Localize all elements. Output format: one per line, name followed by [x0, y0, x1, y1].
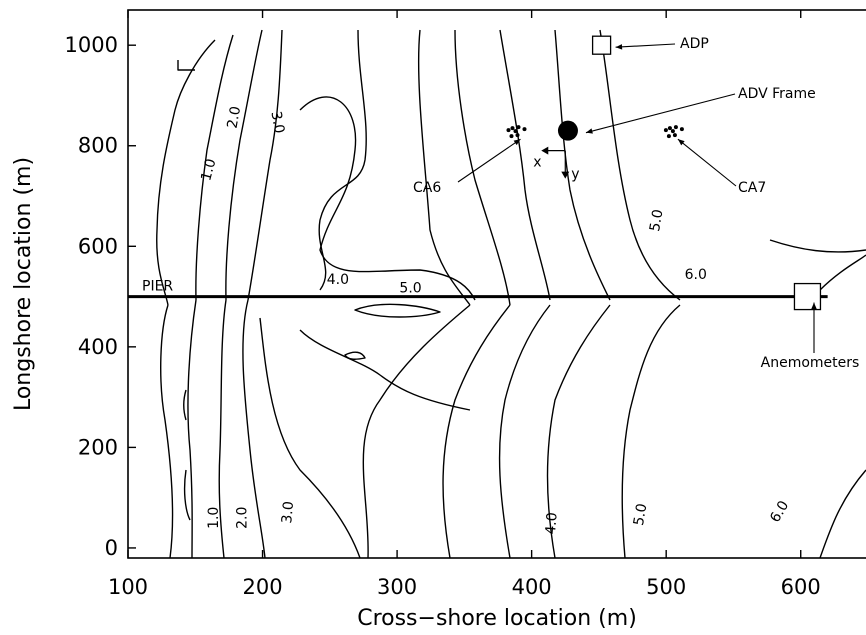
adv-arrow [585, 93, 736, 134]
array-dot [670, 129, 675, 134]
contour-line-1-south [160, 304, 174, 558]
y-tick-label: 400 [78, 335, 118, 359]
pier-label: PIER [142, 279, 173, 295]
contour-line-small-3 [183, 469, 191, 521]
contour-label: 3.0 [267, 110, 287, 135]
array-dot [663, 128, 668, 133]
ca6-arrow-head [513, 139, 521, 146]
instrument-label: CA6 [413, 180, 441, 196]
instrument-label: CA7 [738, 180, 766, 196]
ca7-arrow [677, 138, 737, 187]
y-glyph-label: y [571, 167, 579, 183]
plot-frame [127, 9, 866, 559]
instrument-label: ADV Frame [738, 86, 816, 102]
contour-line-1-north [156, 39, 216, 306]
contour-line-5-north [417, 29, 471, 306]
adp-arrow-head [615, 44, 623, 50]
contour-line-small-2 [183, 389, 187, 421]
adv-frame-marker [557, 120, 578, 141]
y-tick-label: 600 [78, 234, 118, 258]
contour-label: 4.0 [327, 272, 349, 288]
y-glyph-head [561, 171, 570, 179]
contour-line-6c-south [819, 469, 866, 558]
y-tick-label: 800 [78, 134, 118, 158]
instrument-marker-anemometers [793, 282, 822, 311]
contour-line-5-loop [354, 303, 441, 318]
ca7-arrow-head [677, 139, 685, 146]
instrument-marker-adp [591, 35, 612, 55]
contour-label: 5.0 [647, 208, 667, 233]
contour-line-6-south [546, 304, 611, 558]
y-tick-label: 0 [105, 536, 118, 560]
array-dot [516, 125, 521, 130]
contour-label: 6.0 [767, 498, 792, 525]
y-axis-ticks: 0 200 400 600 800 1000 [65, 33, 136, 560]
array-dot [506, 128, 511, 133]
array-dot [679, 127, 684, 132]
contour-label: 5.0 [399, 281, 421, 297]
contour-line-3-north [225, 29, 263, 301]
array-dot [666, 134, 671, 139]
x-tick-label: 400 [512, 575, 552, 599]
contour-line-6b-north [499, 29, 551, 301]
contour-line-west-loop [299, 329, 471, 411]
contour-label: 6.0 [685, 267, 707, 283]
contour-labels: 1.0 2.0 3.0 4.0 5.0 5.0 6.0 1.0 2.0 3.0 4.0 5.0 6.0 [198, 105, 792, 535]
x-glyph-label: x [533, 155, 541, 171]
contour-line-6c-north [554, 29, 611, 301]
x-tick-label: 300 [377, 575, 417, 599]
x-tick-label: 200 [242, 575, 282, 599]
array-dot [672, 133, 677, 138]
instrument-label: ADP [680, 36, 709, 52]
anemometer-arrow-head [811, 302, 817, 310]
contour-line-4b-south [362, 304, 471, 558]
contour-label: 1.0 [206, 507, 222, 529]
contour-line-ridge [299, 96, 476, 301]
contour-line-east-north [769, 239, 866, 253]
x-tick-label: 500 [646, 575, 686, 599]
contour-label: 4.0 [543, 512, 561, 536]
contour-line-3-south [218, 299, 227, 558]
adp-arrow [615, 43, 676, 48]
contour-line-5b-south [498, 304, 551, 558]
contour-lines [156, 29, 866, 558]
array-dot [515, 133, 520, 138]
contour-line-6a-north [454, 29, 511, 306]
contour-label: 2.0 [225, 105, 245, 130]
ca6-arrow [457, 138, 521, 183]
contour-line-6b-south [621, 304, 681, 558]
contour-line-4-south [242, 299, 266, 558]
array-dot [513, 129, 518, 134]
contour-label: 1.0 [198, 157, 219, 183]
x-tick-label: 600 [781, 575, 821, 599]
y-tick-label: 200 [78, 435, 118, 459]
adv-arrow-head [585, 128, 593, 134]
contour-label: 5.0 [631, 502, 651, 527]
x-glyph-head [541, 146, 549, 155]
contour-line-4-inner [318, 29, 367, 291]
x-axis-label: Cross−shore location (m) [357, 606, 637, 631]
contour-line-east-mid [819, 254, 866, 291]
array-dot [667, 126, 672, 131]
x-axis-ticks: 100 200 300 400 500 600 [108, 10, 821, 599]
contour-line-5-south [442, 304, 511, 558]
instrument-label: Anemometers [761, 355, 860, 371]
x-tick-label: 100 [108, 575, 148, 599]
contour-line-6d-north [599, 29, 681, 301]
contour-line-2-south [187, 299, 197, 558]
array-dot [510, 126, 515, 131]
y-tick-label: 1000 [65, 33, 118, 57]
contour-label: 3.0 [279, 501, 297, 525]
contour-line-small-1 [177, 60, 195, 71]
y-axis-label: Longshore location (m) [11, 157, 36, 411]
contour-label: 2.0 [234, 507, 250, 529]
contour-line-4-north [247, 29, 283, 301]
array-dot [522, 127, 527, 132]
contour-line-2-north [195, 34, 234, 301]
array-dot [673, 125, 678, 130]
array-dot [509, 134, 514, 139]
contour-line-west-loop-2 [259, 317, 361, 558]
instruments: ADP ADV Frame CA6 CA7 Anemometers x y [413, 35, 860, 371]
